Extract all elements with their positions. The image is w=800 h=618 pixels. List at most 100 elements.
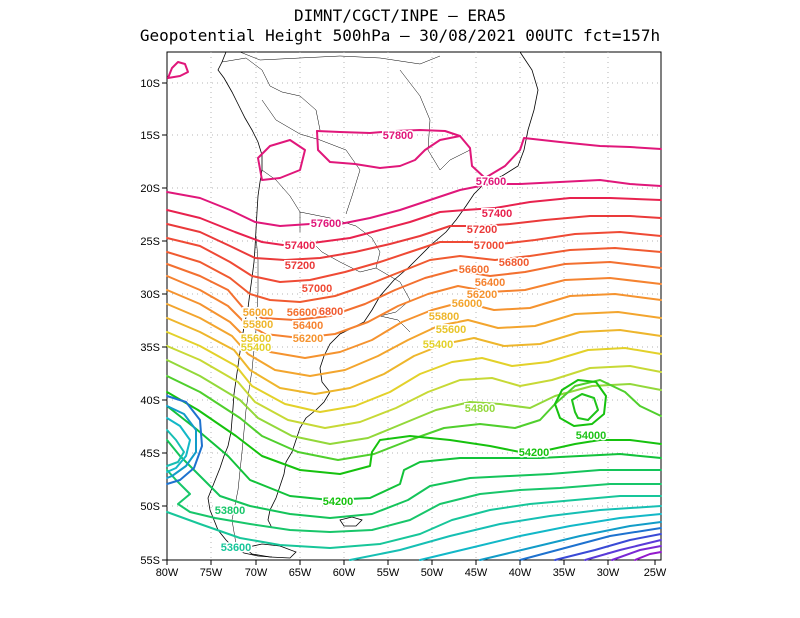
contour-line xyxy=(166,303,662,377)
y-tick-label: 55S xyxy=(140,555,160,567)
contour-label: 57200 xyxy=(285,260,316,272)
y-tick-label: 25S xyxy=(140,236,160,248)
contour-label: 56400 xyxy=(293,320,324,332)
contour-label: 56800 xyxy=(313,306,344,318)
contour-line xyxy=(316,130,461,169)
y-tick-label: 45S xyxy=(140,448,160,460)
contour-line xyxy=(166,275,662,339)
x-tick-label: 45W xyxy=(465,567,488,579)
x-tick-label: 70W xyxy=(245,567,268,579)
contour-line xyxy=(166,405,197,479)
contour-line xyxy=(419,513,662,561)
contour-line xyxy=(166,317,662,395)
contour-line xyxy=(166,405,662,501)
contour-label: 57800 xyxy=(383,130,414,142)
contour-line xyxy=(166,331,662,413)
coastline-falklands xyxy=(339,516,363,527)
contour-line xyxy=(166,215,662,261)
contour-label: 56600 xyxy=(287,307,318,319)
border-uruguay xyxy=(379,315,411,333)
contour-label: 56000 xyxy=(243,307,274,319)
contour-label: 55800 xyxy=(243,319,274,331)
y-tick-label: 40S xyxy=(140,395,160,407)
contour-label: 55600 xyxy=(436,324,467,336)
contour-line xyxy=(571,393,599,421)
height-contours xyxy=(166,61,662,561)
contour-line xyxy=(166,395,203,485)
x-tick-label: 30W xyxy=(597,567,620,579)
contour-line xyxy=(166,179,662,227)
contour-line xyxy=(166,495,662,549)
contour-line xyxy=(316,129,662,179)
contour-label: 57400 xyxy=(482,208,513,220)
y-tick-label: 10S xyxy=(140,78,160,90)
contour-line xyxy=(166,247,662,303)
title-line-1: DIMNT/CGCT/INPE – ERA5 xyxy=(294,6,506,25)
contour-line xyxy=(166,345,662,429)
contour-line xyxy=(166,439,662,519)
contour-line xyxy=(166,359,662,445)
contour-line xyxy=(166,261,662,321)
border-colombia xyxy=(239,51,441,65)
border-brazil-states xyxy=(399,69,471,171)
contour-line xyxy=(166,375,662,461)
contour-line xyxy=(611,545,662,561)
axis-labels: 80W 75W 70W 65W 60W 55W 50W 45W 40W 35W 30W 25W 10S 1… xyxy=(140,78,667,579)
contour-line xyxy=(479,521,662,561)
y-tick-label: 20S xyxy=(140,183,160,195)
title-line-2: Geopotential Height 500hPa – 30/08/2021 … xyxy=(139,26,661,45)
contour-line xyxy=(554,533,662,561)
contour-line xyxy=(166,289,662,359)
map-frame xyxy=(166,51,662,561)
contour-label: 54000 xyxy=(576,430,607,442)
x-tick-label: 55W xyxy=(377,567,400,579)
coastline-pacific xyxy=(207,51,273,558)
contour-line xyxy=(349,505,662,561)
contour-line xyxy=(554,379,607,427)
coastline-tierra-del-fuego xyxy=(243,543,297,559)
contour-label: 56000 xyxy=(452,298,483,310)
y-tick-label: 35S xyxy=(140,342,160,354)
y-tick-label: 30S xyxy=(140,289,160,301)
contour-label: 53800 xyxy=(215,505,246,517)
x-tick-label: 40W xyxy=(509,567,532,579)
border-bolivia-chile xyxy=(261,169,301,232)
x-tick-label: 65W xyxy=(289,567,312,579)
x-tick-label: 80W xyxy=(156,567,179,579)
contour-label: 56400 xyxy=(475,277,506,289)
contour-line xyxy=(584,539,662,561)
contour-line xyxy=(166,231,662,283)
contour-label: 55600 xyxy=(241,333,272,345)
contour-label: 57000 xyxy=(474,240,505,252)
contour-label: 55800 xyxy=(429,311,460,323)
contour-label: 55400 xyxy=(423,339,454,351)
contour-line xyxy=(166,417,191,473)
contour-label: 57000 xyxy=(302,283,333,295)
contour-label: 56800 xyxy=(499,257,530,269)
contour-line xyxy=(257,139,306,181)
contour-label: 53600 xyxy=(221,542,252,554)
country-borders xyxy=(221,51,471,545)
contour-label: 56200 xyxy=(467,289,498,301)
contour-label: 57400 xyxy=(285,240,316,252)
border-chile-argentina xyxy=(231,235,259,545)
contour-line xyxy=(634,551,662,561)
contour-line xyxy=(166,197,662,247)
contour-label: 56200 xyxy=(293,333,324,345)
x-tick-label: 35W xyxy=(553,567,576,579)
contour-line xyxy=(519,527,662,561)
x-tick-label: 60W xyxy=(333,567,356,579)
contour-label: 56600 xyxy=(459,264,490,276)
contour-label: 54200 xyxy=(323,496,354,508)
x-tick-label: 25W xyxy=(644,567,667,579)
y-tick-label: 15S xyxy=(140,130,160,142)
contour-line xyxy=(167,61,189,79)
contour-label: 57600 xyxy=(311,218,342,230)
y-tick-label: 50S xyxy=(140,501,160,513)
contour-labels: 57800 57600 57600 57400 57400 57200 57200 57000… xyxy=(213,129,608,556)
contour-label: 54800 xyxy=(465,403,496,415)
contour-line xyxy=(166,469,662,533)
contour-label: 55400 xyxy=(241,342,272,354)
contour-label: 54200 xyxy=(519,447,550,459)
